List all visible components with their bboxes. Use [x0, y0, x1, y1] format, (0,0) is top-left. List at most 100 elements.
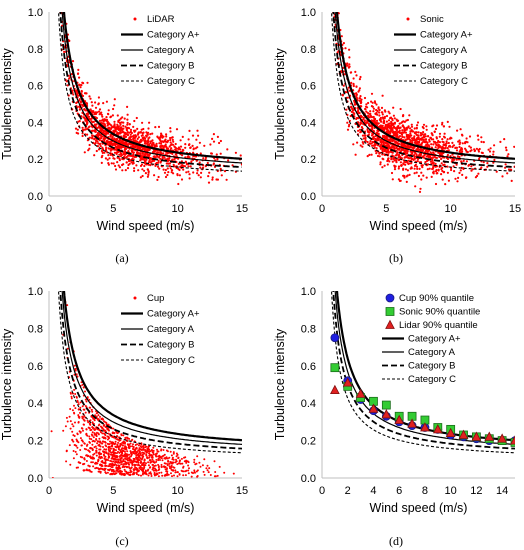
y-tick-label: 0.0 — [28, 473, 43, 485]
scatter-point — [97, 110, 101, 113]
scatter-point — [166, 472, 169, 475]
scatter-point — [151, 151, 155, 154]
scatter-point — [117, 150, 120, 154]
scatter-point — [101, 442, 104, 445]
scatter-point — [401, 129, 404, 132]
scatter-point — [123, 466, 126, 468]
scatter-point — [120, 463, 123, 466]
scatter-point — [140, 163, 144, 166]
scatter-point — [94, 111, 97, 114]
scatter-point — [139, 461, 142, 464]
quantile-point — [445, 427, 456, 438]
scatter-point — [120, 448, 123, 451]
scatter-point — [83, 151, 86, 154]
scatter-point — [503, 138, 506, 141]
scatter-point — [385, 120, 388, 123]
scatter-point — [464, 141, 467, 144]
scatter-point — [227, 159, 230, 162]
scatter-point — [187, 170, 190, 173]
scatter-point — [398, 122, 401, 125]
scatter-point — [152, 453, 155, 456]
scatter-point — [364, 136, 367, 139]
scatter-point — [78, 120, 81, 123]
scatter-point — [501, 175, 504, 178]
scatter-point — [98, 423, 101, 426]
scatter-point — [113, 104, 116, 107]
scatter-point — [69, 408, 72, 410]
scatter-point — [364, 105, 368, 108]
scatter-point — [136, 460, 139, 463]
scatter-point — [218, 465, 221, 468]
scatter-point — [77, 72, 80, 75]
scatter-point — [169, 136, 172, 140]
scatter-point — [144, 172, 147, 175]
scatter-point — [137, 449, 140, 452]
scatter-point — [360, 114, 363, 118]
scatter-point — [130, 135, 133, 138]
scatter-point — [114, 455, 116, 458]
legend-label: Category A — [147, 324, 195, 335]
scatter-point — [352, 84, 355, 88]
scatter-point — [141, 456, 144, 459]
scatter-point — [93, 440, 96, 443]
scatter-point — [413, 137, 416, 140]
scatter-point — [202, 166, 205, 169]
curve-category-a — [61, 291, 242, 445]
scatter-point — [170, 147, 173, 150]
scatter-point — [513, 165, 515, 168]
scatter-point — [393, 117, 396, 120]
scatter-point — [101, 461, 104, 464]
scatter-point — [223, 170, 227, 173]
scatter-point — [97, 103, 100, 106]
scatter-point — [374, 101, 377, 104]
scatter-point — [78, 105, 81, 108]
scatter-point — [66, 420, 69, 423]
scatter-point — [415, 153, 418, 156]
x-tick-label: 15 — [236, 203, 248, 215]
scatter-point — [348, 48, 351, 51]
scatter-point — [101, 456, 103, 459]
scatter-point — [156, 178, 159, 181]
scatter-point — [101, 151, 104, 154]
scatter-point — [141, 168, 144, 171]
scatter-point — [112, 449, 115, 452]
scatter-point — [148, 456, 151, 459]
curve-category-b — [59, 291, 242, 450]
scatter-point — [108, 147, 111, 150]
scatter-point — [126, 167, 130, 170]
scatter-point — [440, 168, 443, 171]
scatter-point — [74, 127, 78, 130]
scatter-point — [239, 154, 242, 157]
scatter-point — [142, 448, 145, 451]
x-tick-label: 0 — [46, 203, 52, 215]
x-tick-label: 0 — [319, 485, 325, 497]
scatter-point — [363, 96, 367, 100]
scatter-point — [422, 156, 425, 159]
scatter-point — [466, 150, 469, 154]
scatter-point — [363, 134, 366, 137]
scatter-point — [107, 432, 110, 435]
curve-category-a — [334, 12, 515, 164]
scatter-point — [81, 126, 84, 129]
scatter-point — [136, 133, 140, 136]
quantile-point — [510, 435, 515, 445]
scatter-point — [372, 107, 375, 110]
scatter-point — [381, 166, 384, 169]
scatter-point — [72, 93, 75, 96]
scatter-point — [355, 85, 358, 88]
scatter-point — [401, 124, 404, 127]
scatter-point — [92, 436, 95, 439]
scatter-point — [437, 168, 440, 171]
scatter-point — [150, 473, 153, 475]
scatter-point — [182, 465, 185, 468]
scatter-point — [428, 167, 431, 170]
scatter-point — [174, 471, 177, 474]
scatter-point — [186, 155, 189, 159]
scatter-point — [165, 133, 168, 136]
scatter-point — [148, 159, 151, 162]
scatter-point — [404, 139, 407, 142]
scatter-point — [403, 143, 406, 146]
scatter-point — [402, 159, 405, 162]
scatter-point — [106, 438, 109, 441]
scatter-point — [147, 447, 150, 449]
